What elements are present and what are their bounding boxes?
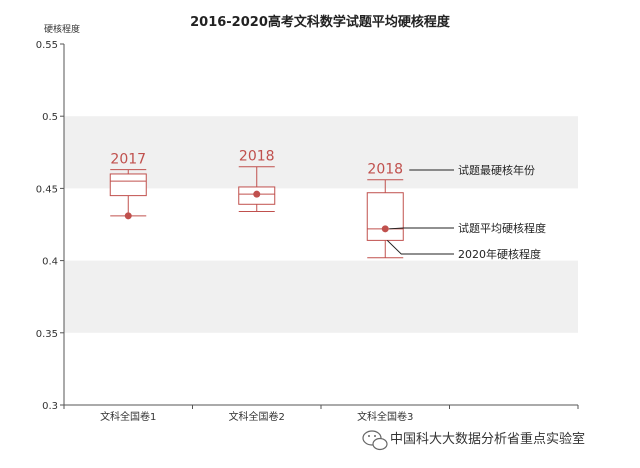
y-tick-label: 0.35	[36, 329, 58, 340]
hardest-year-label: 2018	[367, 162, 403, 178]
y-tick-label: 0.55	[36, 40, 58, 51]
footer-watermark: 中国科大大数据分析省重点实验室	[362, 430, 585, 451]
box-3: 2018	[366, 162, 404, 259]
footer-text: 中国科大大数据分析省重点实验室	[390, 431, 585, 447]
x-category-label: 文科全国卷3	[357, 410, 413, 423]
annotation-leader	[386, 240, 454, 255]
box-2: 2018	[238, 149, 276, 213]
y-tick-label: 0.5	[42, 112, 58, 123]
hardest-year-label: 2018	[239, 149, 275, 165]
mean-point	[124, 212, 132, 220]
grid-band-1	[64, 116, 578, 189]
annotation-hardest-year: 试题最硬核年份	[458, 163, 535, 177]
wechat-icon	[362, 430, 388, 451]
y-tick-label: 0.4	[42, 257, 58, 268]
box-iqr	[109, 173, 147, 197]
box-iqr	[366, 192, 404, 241]
x-category-label: 文科全国卷1	[100, 410, 156, 423]
y-tick-label: 0.45	[36, 184, 58, 195]
box-1: 2017	[109, 152, 147, 220]
annotation-year-2020: 2020年硬核程度	[458, 247, 541, 261]
grid-band-0	[64, 260, 578, 333]
chart-title: 2016-2020高考文科数学试题平均硬核程度	[190, 14, 451, 30]
mean-point	[381, 225, 389, 233]
mean-point	[253, 190, 261, 198]
annotation-mean: 试题平均硬核程度	[458, 221, 546, 235]
y-tick-label: 0.3	[42, 401, 58, 412]
y-axis-label: 硬核程度	[44, 23, 80, 35]
x-category-label: 文科全国卷2	[229, 410, 285, 423]
hardest-year-label: 2017	[110, 152, 146, 168]
annotation-leader	[389, 227, 454, 230]
